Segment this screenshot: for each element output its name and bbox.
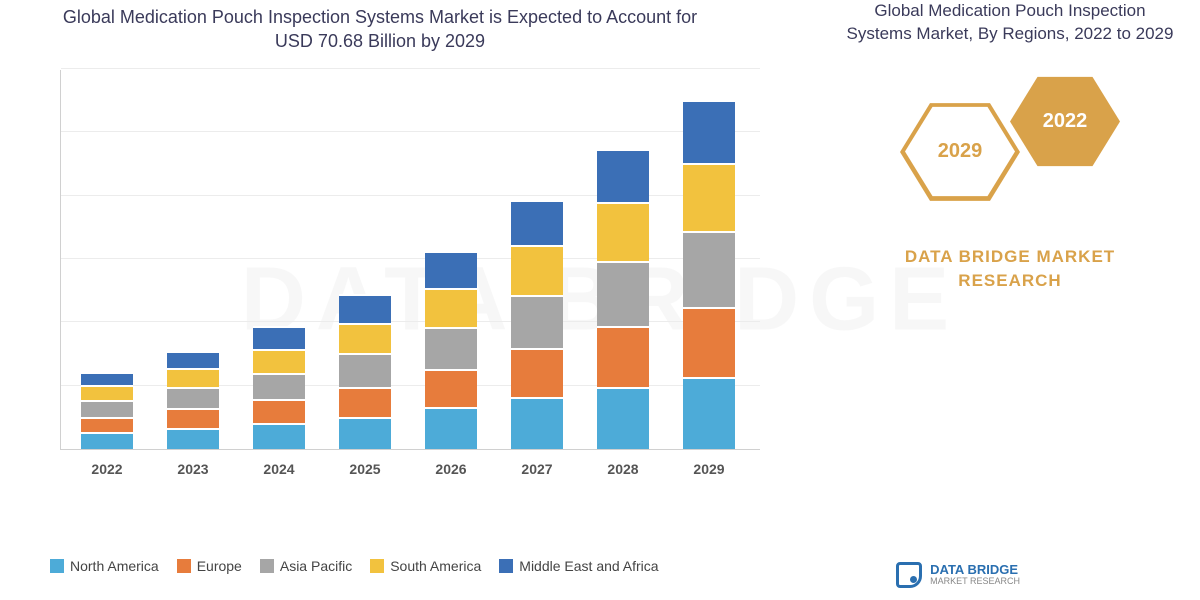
hex-badges: 2029 2022 — [860, 70, 1160, 230]
x-axis-label: 2027 — [511, 461, 563, 477]
bar-segment — [597, 387, 649, 449]
legend-item: Asia Pacific — [260, 558, 352, 574]
bar-segment — [167, 387, 219, 408]
bar-segment — [167, 428, 219, 449]
bar-group: 2025 — [339, 294, 391, 449]
bar-group: 2023 — [167, 351, 219, 449]
bar-segment — [511, 245, 563, 294]
bar-group: 2029 — [683, 100, 735, 449]
footer-text-line2: MARKET RESEARCH — [930, 577, 1020, 586]
bar-segment — [339, 387, 391, 417]
bar-segment — [167, 351, 219, 368]
plot-area: 2022 2023 2024 2025 2026 2027 2028 2029 — [60, 70, 760, 450]
chart-right-title: Global Medication Pouch Inspection Syste… — [840, 0, 1180, 46]
bar-segment — [339, 294, 391, 323]
brand-line2: RESEARCH — [958, 271, 1061, 290]
bar-segment — [511, 200, 563, 246]
bar-segment — [253, 349, 305, 373]
bar-group: 2022 — [81, 372, 133, 449]
bar-segment — [683, 163, 735, 231]
bar-segment — [339, 353, 391, 386]
bar-segment — [167, 408, 219, 428]
bar-segment — [425, 288, 477, 328]
legend-label: Asia Pacific — [280, 558, 352, 574]
hex-right-label: 2022 — [1043, 110, 1088, 133]
legend-swatch — [370, 559, 384, 573]
footer-logo-text: DATA BRIDGE MARKET RESEARCH — [930, 563, 1020, 586]
grid-line — [61, 131, 760, 132]
bar-segment — [683, 100, 735, 162]
brand-line1: DATA BRIDGE MARKET — [905, 247, 1115, 266]
legend-swatch — [499, 559, 513, 573]
x-axis-label: 2024 — [253, 461, 305, 477]
brand-text: DATA BRIDGE MARKET RESEARCH — [870, 245, 1150, 293]
legend-item: Middle East and Africa — [499, 558, 658, 574]
bar-segment — [597, 202, 649, 261]
chart-main-title: Global Medication Pouch Inspection Syste… — [60, 5, 700, 54]
x-axis-label: 2029 — [683, 461, 735, 477]
legend-item: Europe — [177, 558, 242, 574]
bar-segment — [683, 377, 735, 449]
bar-segment — [683, 231, 735, 307]
bar-segment — [81, 400, 133, 417]
x-axis-label: 2026 — [425, 461, 477, 477]
bar-segment — [81, 385, 133, 400]
grid-line — [61, 195, 760, 196]
bar-segment — [81, 417, 133, 432]
stacked-bar-chart: 2022 2023 2024 2025 2026 2027 2028 2029 — [60, 70, 760, 490]
bar-group: 2024 — [253, 326, 305, 449]
x-axis-label: 2025 — [339, 461, 391, 477]
bar-segment — [253, 326, 305, 349]
legend-label: South America — [390, 558, 481, 574]
bar-segment — [339, 323, 391, 353]
bar-segment — [253, 423, 305, 449]
legend-label: North America — [70, 558, 159, 574]
footer-logo: DATA BRIDGE MARKET RESEARCH — [896, 562, 1020, 588]
x-axis-label: 2022 — [81, 461, 133, 477]
legend-label: Europe — [197, 558, 242, 574]
bar-segment — [81, 372, 133, 386]
bar-segment — [81, 432, 133, 449]
bar-segment — [597, 261, 649, 326]
grid-line — [61, 385, 760, 386]
grid-line — [61, 258, 760, 259]
bar-segment — [511, 295, 563, 348]
bar-segment — [597, 326, 649, 387]
chart-legend: North America Europe Asia Pacific South Ame… — [50, 558, 790, 574]
legend-swatch — [260, 559, 274, 573]
bar-segment — [339, 417, 391, 449]
bar-segment — [425, 327, 477, 369]
legend-label: Middle East and Africa — [519, 558, 658, 574]
legend-swatch — [50, 559, 64, 573]
legend-item: South America — [370, 558, 481, 574]
legend-item: North America — [50, 558, 159, 574]
grid-line — [61, 321, 760, 322]
bar-segment — [683, 307, 735, 377]
bar-segment — [511, 348, 563, 397]
bar-segment — [511, 397, 563, 449]
bar-segment — [253, 399, 305, 423]
x-axis-label: 2028 — [597, 461, 649, 477]
bar-group: 2028 — [597, 149, 649, 449]
x-axis-label: 2023 — [167, 461, 219, 477]
bar-segment — [253, 373, 305, 399]
bar-segment — [425, 251, 477, 287]
footer-text-line1: DATA BRIDGE — [930, 563, 1020, 577]
hex-left-label: 2029 — [938, 140, 983, 163]
bar-group: 2027 — [511, 200, 563, 449]
legend-swatch — [177, 559, 191, 573]
grid-line — [61, 68, 760, 69]
bar-segment — [425, 369, 477, 407]
bar-group: 2026 — [425, 251, 477, 449]
bar-segment — [425, 407, 477, 449]
bar-segment — [597, 149, 649, 202]
bar-segment — [167, 368, 219, 387]
logo-icon — [896, 562, 922, 588]
